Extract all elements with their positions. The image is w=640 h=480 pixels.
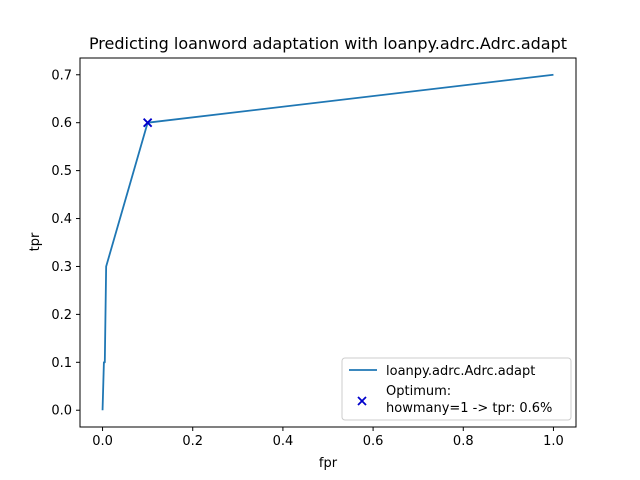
x-axis: 0.0 0.2 0.4 0.6 0.8 1.0 [92, 427, 564, 449]
y-tick-label: 0.7 [51, 68, 72, 83]
y-tick-label: 0.1 [51, 356, 72, 371]
chart-title: Predicting loanword adaptation with loan… [89, 34, 567, 53]
legend: loanpy.adrc.Adrc.adapt Optimum: howmany=… [341, 357, 572, 421]
y-axis: 0.0 0.1 0.2 0.3 0.4 0.5 0.6 0.7 [51, 68, 80, 419]
y-tick-label: 0.6 [51, 116, 72, 131]
legend-marker-swatch [357, 396, 367, 406]
x-tick-label: 0.4 [273, 434, 294, 449]
marker-stroke [357, 396, 367, 406]
x-tick-label: 1.0 [543, 434, 564, 449]
y-tick-label: 0.5 [51, 164, 72, 179]
x-tick-label: 0.0 [92, 434, 113, 449]
legend-marker-label-line1: Optimum: [386, 384, 451, 399]
y-tick-label: 0.0 [51, 404, 72, 419]
x-tick-label: 0.8 [453, 434, 474, 449]
marker-layer [142, 118, 153, 128]
x-axis-label: fpr [319, 456, 338, 471]
legend-marker-x [357, 396, 367, 406]
y-tick-label: 0.2 [51, 308, 72, 323]
legend-series-label: loanpy.adrc.Adrc.adapt [386, 364, 535, 379]
marker-stroke [142, 118, 153, 128]
plot-area [79, 57, 577, 428]
series-line [101, 73, 554, 411]
x-tick-label: 0.6 [363, 434, 384, 449]
plot-frame [79, 57, 577, 428]
y-axis-label: tpr [28, 232, 43, 251]
y-tick-label: 0.4 [51, 212, 72, 227]
series-layer [101, 73, 554, 411]
legend-marker-label-line2: howmany=1 -> tpr: 0.6% [386, 401, 552, 416]
y-tick-label: 0.3 [51, 260, 72, 275]
x-tick-label: 0.2 [182, 434, 203, 449]
legend-box [341, 357, 572, 421]
optimum-marker [142, 118, 153, 128]
